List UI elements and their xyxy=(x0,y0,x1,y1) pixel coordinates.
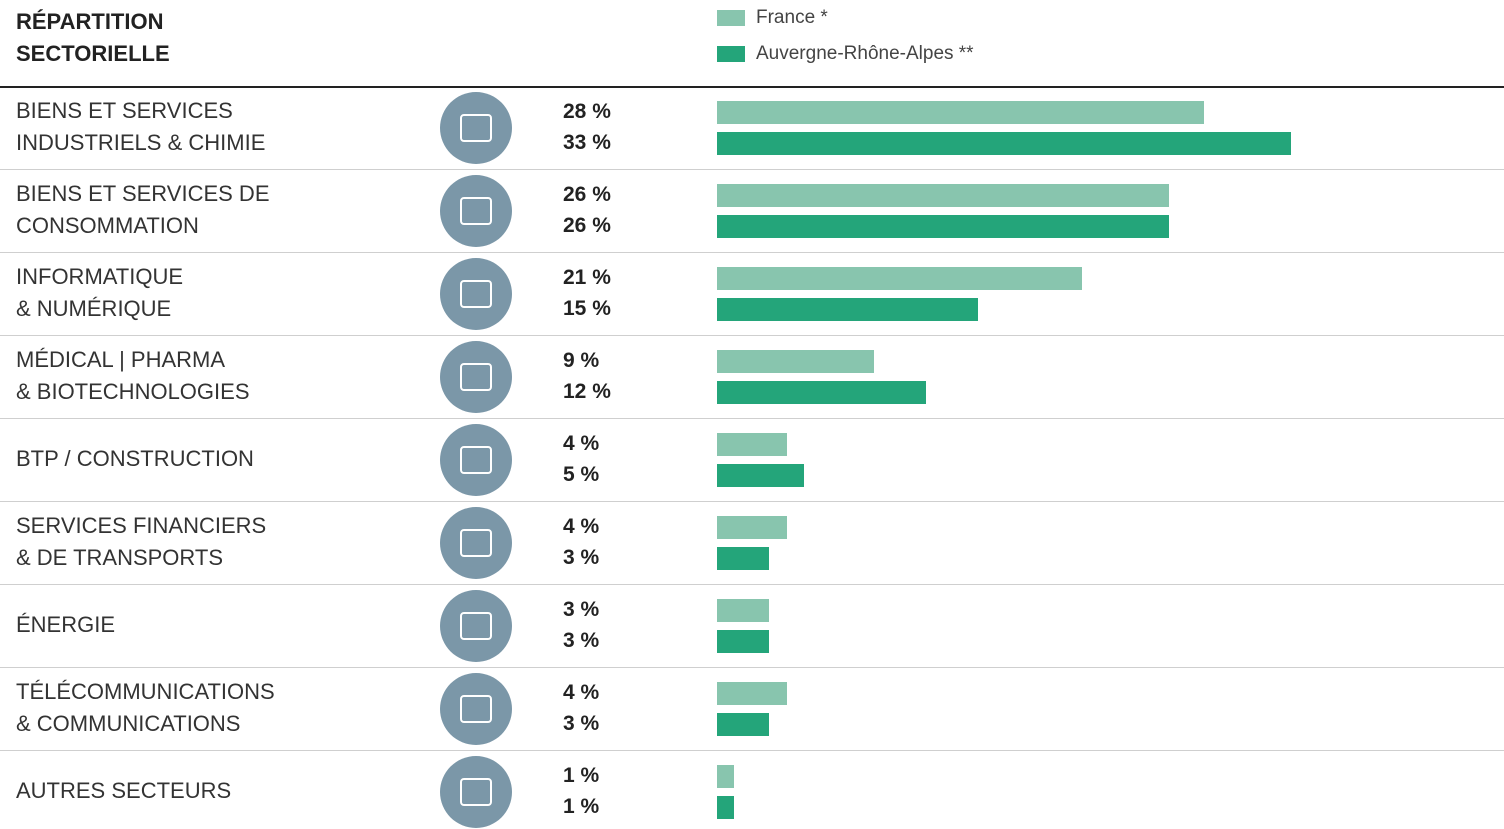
bar xyxy=(717,795,735,819)
bar xyxy=(717,100,1205,124)
bar xyxy=(717,380,926,404)
sector-icon xyxy=(440,424,512,496)
bar xyxy=(717,349,874,373)
legend-label: France * xyxy=(756,7,828,28)
bar xyxy=(717,681,787,705)
bar xyxy=(717,764,735,788)
bar xyxy=(717,515,787,539)
category-label: BIENS ET SERVICES INDUSTRIELS & CHIMIE xyxy=(16,98,266,155)
sector-icon xyxy=(440,341,512,413)
row-separator xyxy=(0,418,1504,419)
sector-icon xyxy=(440,92,512,164)
bar xyxy=(717,214,1170,238)
value-label: 4 % xyxy=(563,681,600,704)
value-label: 26 % xyxy=(563,183,611,206)
row-separator xyxy=(0,584,1504,585)
value-label: 15 % xyxy=(563,297,611,320)
row-separator xyxy=(0,169,1504,170)
legend-label: Auvergne-Rhône-Alpes ** xyxy=(756,43,974,64)
row-separator xyxy=(0,501,1504,502)
sector-icon xyxy=(440,590,512,662)
category-label: SERVICES FINANCIERS & DE TRANSPORTS xyxy=(16,513,267,570)
category-label: INFORMATIQUE & NUMÉRIQUE xyxy=(16,264,184,321)
value-label: 4 % xyxy=(563,432,600,455)
value-label: 33 % xyxy=(563,131,611,154)
value-label: 1 % xyxy=(563,764,600,787)
header-rule xyxy=(0,86,1504,88)
row-separator xyxy=(0,750,1504,751)
category-label: ÉNERGIE xyxy=(16,612,116,637)
bar xyxy=(717,546,770,570)
bar xyxy=(717,712,770,736)
bar xyxy=(717,266,1083,290)
value-label: 21 % xyxy=(563,266,611,289)
value-label: 9 % xyxy=(563,349,600,372)
value-label: 1 % xyxy=(563,795,600,818)
value-label: 5 % xyxy=(563,463,600,486)
value-label: 3 % xyxy=(563,629,600,652)
value-label: 28 % xyxy=(563,100,611,123)
bar xyxy=(717,629,770,653)
category-label: MÉDICAL | PHARMA & BIOTECHNOLOGIES xyxy=(16,347,250,404)
legend-swatch xyxy=(717,46,745,62)
bar xyxy=(717,297,978,321)
row-separator xyxy=(0,335,1504,336)
sector-icon xyxy=(440,258,512,330)
sector-icon xyxy=(440,507,512,579)
row-separator xyxy=(0,667,1504,668)
bar xyxy=(717,463,804,487)
category-label: TÉLÉCOMMUNICATIONS & COMMUNICATIONS xyxy=(16,679,275,736)
value-label: 3 % xyxy=(563,546,600,569)
bar xyxy=(717,183,1170,207)
value-label: 3 % xyxy=(563,712,600,735)
legend-swatch xyxy=(717,10,745,26)
bar xyxy=(717,598,770,622)
sector-icon xyxy=(440,673,512,745)
category-label: AUTRES SECTEURS xyxy=(16,778,232,803)
value-label: 3 % xyxy=(563,598,600,621)
value-label: 26 % xyxy=(563,214,611,237)
value-label: 4 % xyxy=(563,515,600,538)
bar xyxy=(717,131,1292,155)
sector-icon xyxy=(440,175,512,247)
value-label: 12 % xyxy=(563,380,611,403)
category-label: BIENS ET SERVICES DE CONSOMMATION xyxy=(16,181,270,238)
chart-title: RÉPARTITION SECTORIELLE xyxy=(16,9,170,66)
bar xyxy=(717,432,787,456)
category-label: BTP / CONSTRUCTION xyxy=(16,446,254,471)
row-separator xyxy=(0,252,1504,253)
sector-icon xyxy=(440,756,512,828)
